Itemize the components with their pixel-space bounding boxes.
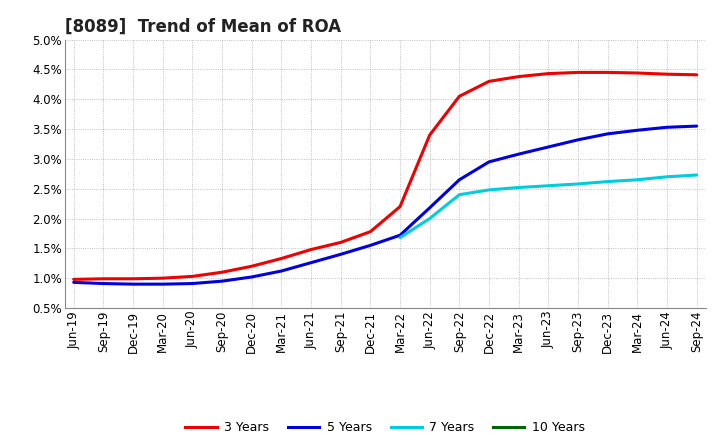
Text: [8089]  Trend of Mean of ROA: [8089] Trend of Mean of ROA (65, 17, 341, 35)
Legend: 3 Years, 5 Years, 7 Years, 10 Years: 3 Years, 5 Years, 7 Years, 10 Years (181, 416, 590, 439)
